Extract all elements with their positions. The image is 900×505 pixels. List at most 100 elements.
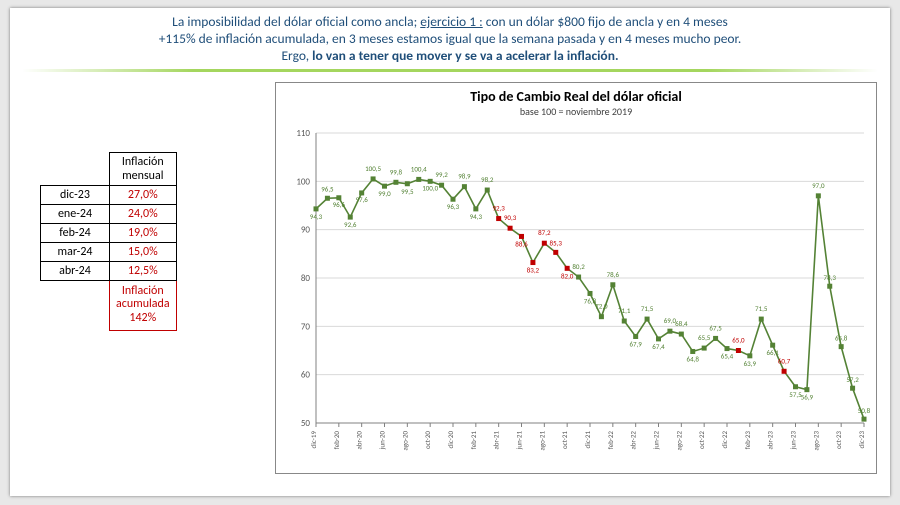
svg-text:63,9: 63,9 [744,358,757,367]
svg-text:78,3: 78,3 [824,273,837,282]
svg-text:jun-21: jun-21 [515,430,524,450]
svg-text:dic-19: dic-19 [309,430,318,448]
svg-text:dic-22: dic-22 [720,430,729,448]
svg-text:jun-20: jun-20 [378,430,387,450]
svg-text:abr-22: abr-22 [629,430,638,449]
svg-text:99,8: 99,8 [390,167,403,176]
title-line1-b: ejercicio 1 : [420,13,482,30]
svg-text:100,0: 100,0 [422,183,438,192]
table-pct: 12,5% [110,261,177,280]
svg-text:60,7: 60,7 [778,356,791,365]
svg-text:100,5: 100,5 [365,164,381,173]
svg-text:92,3: 92,3 [492,203,505,212]
svg-text:dic-20: dic-20 [446,430,455,448]
title-line3-a: Ergo, [281,47,312,64]
svg-text:ago-23: ago-23 [811,430,820,450]
inflation-table: Inflación mensual dic-2327,0% ene-2424,0… [40,152,177,331]
svg-text:abr-23: abr-23 [766,430,775,449]
svg-text:90: 90 [301,224,311,235]
table-month: ene-24 [41,204,110,223]
svg-text:80: 80 [301,273,311,284]
svg-text:83,2: 83,2 [527,265,540,274]
svg-text:feb-23: feb-23 [743,430,752,449]
svg-text:57,2: 57,2 [846,375,859,384]
accum-label: Inflación acumulada [116,284,170,312]
svg-text:90,3: 90,3 [504,213,517,222]
svg-text:65,4: 65,4 [721,351,734,360]
title-line2: +115% de inflación acumulada, en 3 meses… [159,30,742,47]
svg-text:99,0: 99,0 [378,189,391,198]
table-empty-cell [41,152,110,185]
svg-text:base 100 = noviembre 2019: base 100 = noviembre 2019 [520,105,632,118]
svg-text:99,2: 99,2 [435,170,448,179]
table-row: dic-2327,0% [41,185,177,204]
svg-text:97,6: 97,6 [355,195,368,204]
accum-value: 142% [129,311,156,325]
svg-text:67,4: 67,4 [652,342,665,351]
svg-text:99,5: 99,5 [401,186,414,195]
svg-text:67,5: 67,5 [709,323,722,332]
content-area: Inflación mensual dic-2327,0% ene-2424,0… [10,72,890,482]
table-month: mar-24 [41,242,110,261]
svg-text:96,5: 96,5 [321,184,334,193]
svg-text:feb-22: feb-22 [606,430,615,449]
svg-text:64,8: 64,8 [687,354,700,363]
table-pct: 15,0% [110,242,177,261]
table-row: feb-2419,0% [41,223,177,242]
title-line1-a: La imposibilidad del dólar oficial como … [172,13,420,30]
svg-text:oct-20: oct-20 [423,430,432,448]
table-row: mar-2415,0% [41,242,177,261]
svg-text:60: 60 [301,369,311,380]
table-empty-cell [41,280,110,330]
svg-text:71,5: 71,5 [641,304,654,313]
svg-text:feb-20: feb-20 [332,430,341,449]
svg-text:96,6: 96,6 [333,199,346,208]
svg-text:68,4: 68,4 [675,319,688,328]
svg-text:110: 110 [296,128,310,139]
svg-text:87,2: 87,2 [538,228,551,237]
table-pct: 19,0% [110,223,177,242]
svg-text:92,6: 92,6 [344,220,357,229]
svg-text:oct-21: oct-21 [560,430,569,448]
svg-text:50: 50 [301,418,311,429]
chart-svg: Tipo de Cambio Real del dólar oficialbas… [276,83,876,473]
table-pct: 27,0% [110,185,177,204]
title-line1-c: con un dólar $800 fijo de ancla y en 4 m… [483,13,728,30]
table-pct: 24,0% [110,204,177,223]
svg-text:100,4: 100,4 [411,164,427,173]
svg-text:jun-23: jun-23 [789,430,798,450]
svg-text:oct-22: oct-22 [697,430,706,448]
svg-text:abr-21: abr-21 [492,430,501,449]
table-month: feb-24 [41,223,110,242]
slide: La imposibilidad del dólar oficial como … [10,8,890,496]
svg-text:abr-20: abr-20 [355,430,364,449]
table-accumulated: Inflación acumulada 142% [110,280,177,330]
svg-text:Tipo de Cambio Real del dólar: Tipo de Cambio Real del dólar oficial [470,88,682,105]
svg-text:67,9: 67,9 [629,339,642,348]
svg-text:71,1: 71,1 [618,306,631,315]
title-line3-b: lo van a tener que mover y se va a acele… [312,47,618,64]
svg-text:94,3: 94,3 [310,212,323,221]
svg-text:dic-21: dic-21 [583,430,592,448]
svg-text:ago-22: ago-22 [674,430,683,450]
svg-text:70: 70 [301,321,311,332]
svg-text:71,5: 71,5 [755,304,768,313]
svg-text:98,2: 98,2 [481,175,494,184]
svg-text:jun-22: jun-22 [652,430,661,450]
svg-text:ago-21: ago-21 [537,430,546,450]
table-row: abr-2412,5% [41,261,177,280]
svg-text:50,8: 50,8 [858,406,871,415]
svg-text:ago-20: ago-20 [400,430,409,450]
svg-text:96,3: 96,3 [447,202,460,211]
svg-text:dic-23: dic-23 [857,430,866,448]
svg-text:94,3: 94,3 [470,212,483,221]
svg-text:65,8: 65,8 [835,333,848,342]
svg-text:100: 100 [296,176,310,187]
svg-text:65,0: 65,0 [732,335,745,344]
svg-text:88,6: 88,6 [515,239,528,248]
svg-text:65,5: 65,5 [698,333,711,342]
svg-text:85,3: 85,3 [550,238,563,247]
svg-text:56,9: 56,9 [801,392,814,401]
table-header: Inflación mensual [110,152,177,185]
exchange-rate-chart: Tipo de Cambio Real del dólar oficialbas… [275,82,877,474]
